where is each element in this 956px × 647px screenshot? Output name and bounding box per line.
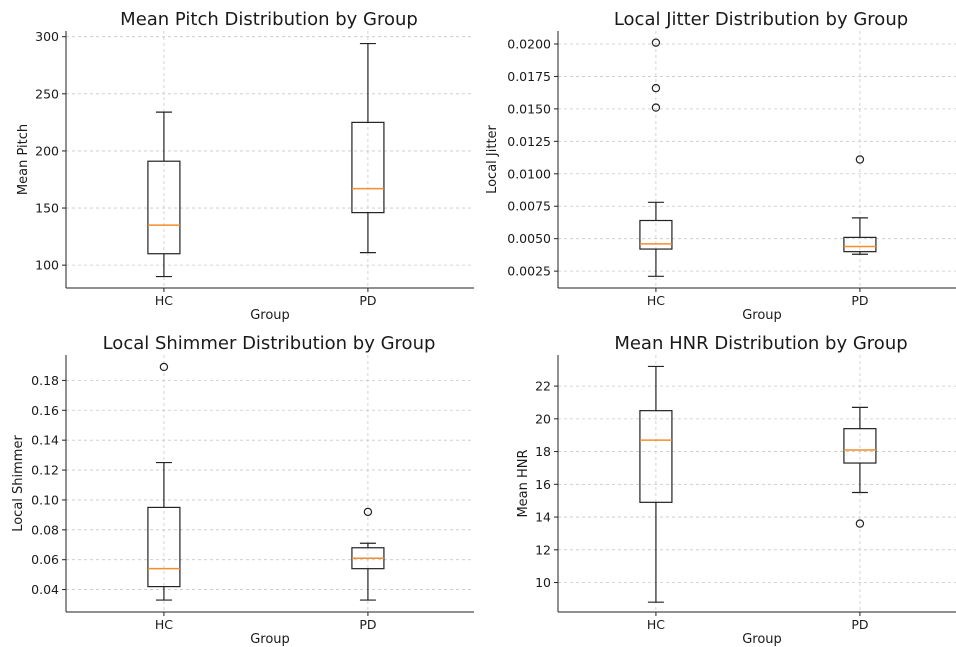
box-pd [351,507,385,601]
y-tick-label: 0.12 [31,463,59,478]
y-tick-label: 0.0075 [507,199,551,214]
y-axis-label: Local Jitter [485,124,500,193]
x-tick-label: PD [359,293,376,308]
box-hc [147,111,181,278]
y-tick-label: 0.10 [31,492,59,507]
y-tick-label: 16 [535,477,551,492]
y-tick-label: 0.06 [31,552,59,567]
y-tick-label: 0.0050 [507,231,551,246]
outlier-point [363,507,373,517]
iqr-box [639,219,673,250]
y-tick-label: 22 [535,379,551,394]
chart-panel-2: 0.0025 0.0050 0.0075 0.0100 0.0125 0.0150 0.01… [485,9,956,323]
chart-panel-3: 0.04 0.06 0.08 0.10 0.12 0.14 0.16 0.18 HC PD Loca… [11,333,474,647]
y-tick-label: 0.0125 [507,134,551,149]
x-axis-label: Group [742,632,782,647]
y-tick-label: 0.0025 [507,264,551,279]
y-tick-label: 300 [35,29,59,44]
y-tick-label: 250 [35,86,59,101]
x-tick-label: HC [647,617,665,632]
y-tick-label: 10 [535,575,551,590]
box-hc [147,362,181,601]
y-axis-label: Local Shimmer [11,435,26,532]
chart-title: Local Jitter Distribution by Group [614,9,908,30]
outlier-point [855,155,865,164]
y-tick-label: 0.04 [31,582,59,597]
box-pd [351,42,385,254]
box-hc [639,365,673,603]
outlier-point [855,519,865,528]
y-tick-label: 0.18 [31,373,59,388]
x-axis-label: Group [250,632,290,647]
box-pd [843,155,877,255]
chart-title: Mean Pitch Distribution by Group [120,9,418,30]
y-tick-label: 18 [535,444,551,459]
y-tick-label: 20 [535,411,551,426]
y-tick-label: 0.0200 [507,36,551,51]
box-pd [843,406,877,528]
y-tick-label: 0.14 [31,433,59,448]
iqr-box [147,506,181,588]
y-tick-label: 0.16 [31,403,59,418]
x-axis-label: Group [250,308,290,323]
outlier-point [159,362,169,372]
y-axis-label: Mean HNR [516,449,531,517]
outlier-point [651,83,661,93]
chart-title: Local Shimmer Distribution by Group [103,333,436,354]
iqr-box [639,410,673,503]
x-tick-label: HC [155,293,173,308]
outlier-point [651,38,661,47]
y-axis-label: Mean Pitch [16,124,31,195]
x-tick-label: HC [155,617,173,632]
iqr-box [843,428,877,464]
y-tick-label: 0.08 [31,522,59,537]
y-tick-label: 14 [535,510,551,525]
chart-panel-4: 10 12 14 16 18 20 22 HC PD Mean HNR Distribution … [516,333,956,647]
chart-title: Mean HNR Distribution by Group [614,333,907,354]
x-tick-label: HC [647,293,665,308]
box-hc [639,38,673,277]
outlier-point [651,103,661,112]
iqr-box [843,236,877,253]
chart-panel-1: 100 150 200 250 300 HC PD Mean Pitch Distributi… [16,9,474,323]
iqr-box [147,160,181,255]
y-tick-label: 100 [35,258,59,273]
x-axis-label: Group [742,308,782,323]
x-tick-label: PD [359,617,376,632]
x-tick-label: PD [851,293,868,308]
y-tick-label: 150 [35,201,59,216]
y-tick-label: 0.0100 [507,166,551,181]
y-tick-label: 200 [35,143,59,158]
iqr-box [351,121,385,214]
x-tick-label: PD [851,617,868,632]
y-tick-label: 0.0175 [507,69,551,84]
y-tick-label: 12 [535,542,551,557]
y-tick-label: 0.0150 [507,101,551,116]
